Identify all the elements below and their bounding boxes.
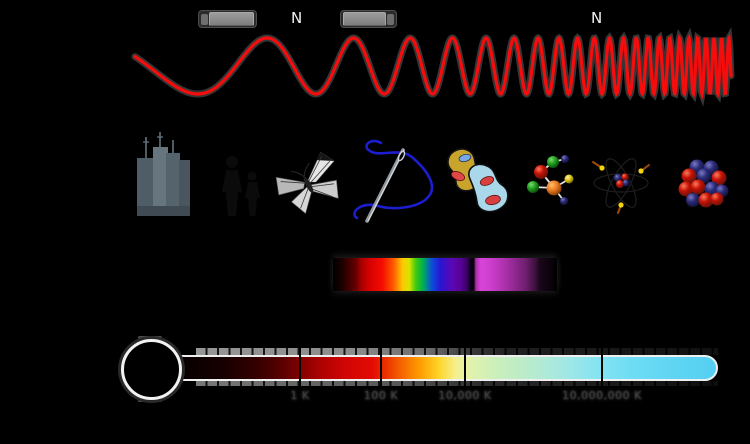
butterfly-icon	[275, 151, 339, 215]
nuclei-icon	[678, 159, 729, 208]
penetration-letter: N	[591, 9, 603, 27]
penetration-indicator-box	[340, 10, 397, 28]
thermometer-ruler-bottom	[196, 381, 718, 386]
temp-tick-line	[299, 345, 301, 391]
atoms-icon	[592, 158, 650, 214]
indicator-nub	[201, 13, 208, 25]
temp-tick-line	[601, 345, 603, 391]
penetration-letter: N	[291, 9, 303, 27]
humans-icon	[222, 156, 260, 216]
thermometer-ruler-top	[196, 348, 718, 355]
temp-tick-label: 10,000 K	[438, 389, 492, 402]
penetration-indicator-box	[198, 10, 257, 28]
visible-spectrum-band	[333, 258, 557, 291]
temp-tick-line	[464, 345, 466, 391]
indicator-nub	[387, 13, 394, 25]
thermometer-tube	[160, 355, 718, 381]
wave-line	[133, 33, 733, 100]
indicator-bar	[209, 12, 254, 26]
needle-shaft	[365, 148, 405, 223]
temp-tick-label: 10,000,000 K	[562, 389, 642, 402]
bulb-mount-dash	[138, 336, 162, 339]
temp-tick-label: 1 K	[290, 389, 310, 402]
molecules-icon	[527, 155, 574, 205]
needle-icon	[353, 139, 434, 223]
temp-tick-label: 100 K	[363, 389, 399, 402]
bulb-mount-dash	[138, 399, 162, 402]
em-wave	[131, 27, 735, 107]
indicator-bar	[343, 12, 386, 26]
buildings-icon	[137, 132, 190, 216]
thermometer-bulb	[121, 339, 182, 400]
needle-eye	[397, 150, 406, 162]
protozoans-icon	[447, 148, 509, 213]
temp-tick-line	[380, 345, 382, 391]
thread	[353, 139, 434, 220]
